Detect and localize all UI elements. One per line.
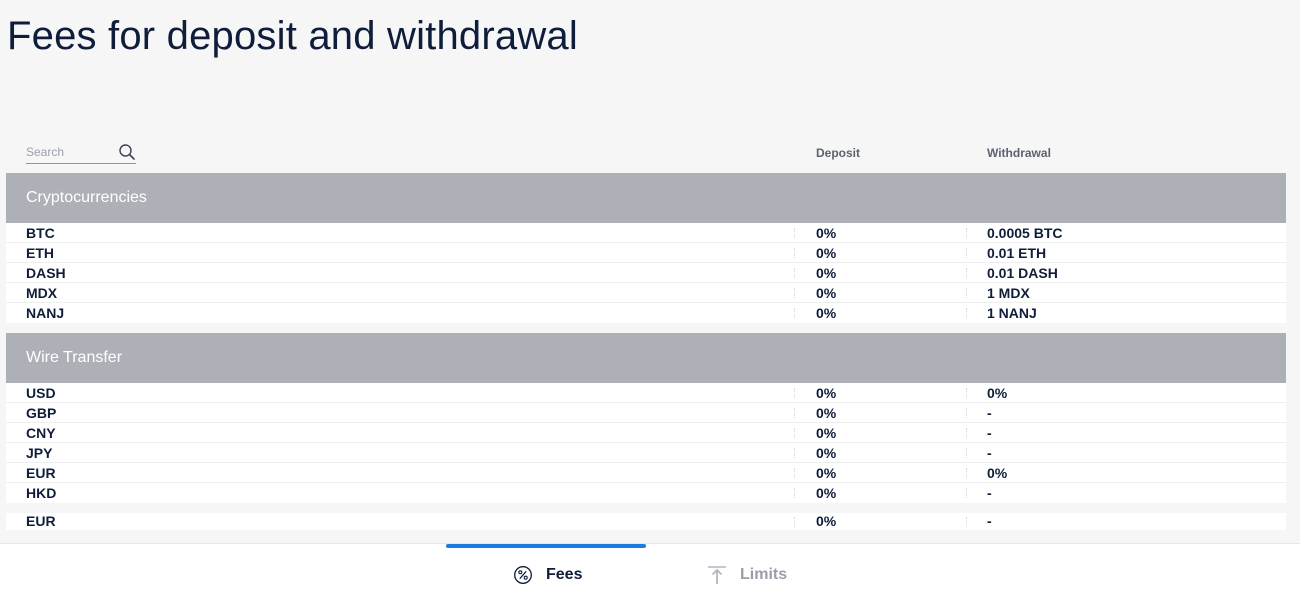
table-row: MDX 0% 1 MDX [6,283,1286,303]
column-divider [794,468,795,478]
column-divider [794,488,795,498]
deposit-fee: 0% [816,425,837,441]
column-divider [966,268,967,278]
search-input[interactable] [26,143,114,161]
column-divider [794,228,795,238]
column-divider [966,308,967,318]
deposit-fee: 0% [816,513,837,529]
table-row: EUR 0% - [6,513,1286,530]
deposit-fee: 0% [816,265,837,281]
column-divider [966,288,967,298]
column-divider [966,248,967,258]
currency-name: HKD [26,485,57,501]
column-divider [794,428,795,438]
tab-fees[interactable]: Fees [446,544,646,594]
upload-arrow-icon [708,566,726,584]
column-divider [794,388,795,398]
withdrawal-fee: 0.0005 BTC [987,225,1063,241]
deposit-fee: 0% [816,445,837,461]
table-row: EUR 0% 0% [6,463,1286,483]
currency-name: USD [26,385,56,401]
withdrawal-fee: - [987,513,992,529]
section-partial: EUR 0% - [6,513,1286,530]
withdrawal-fee: 0.01 DASH [987,265,1058,281]
column-header-withdrawal: Withdrawal [987,146,1051,160]
withdrawal-fee: - [987,405,992,421]
column-divider [966,448,967,458]
currency-name: JPY [26,445,53,461]
currency-name: NANJ [26,305,65,321]
column-divider [966,468,967,478]
column-divider [794,308,795,318]
tab-limits[interactable]: Limits [646,544,846,594]
withdrawal-fee: 0% [987,465,1008,481]
withdrawal-fee: 0.01 ETH [987,245,1047,261]
currency-name: EUR [26,465,56,481]
table-row: HKD 0% - [6,483,1286,503]
withdrawal-fee: - [987,445,992,461]
tab-fees-label: Fees [546,566,583,583]
currency-name: EUR [26,513,56,529]
bottom-tab-bar: Fees Limits [0,543,1300,594]
column-divider [966,388,967,398]
table-row: CNY 0% - [6,423,1286,443]
search-box[interactable] [26,141,136,164]
fee-table: BTC 0% 0.0005 BTC ETH 0% 0.01 ETH DASH 0… [6,223,1286,323]
column-divider [794,408,795,418]
currency-name: DASH [26,265,66,281]
currency-name: MDX [26,285,58,301]
deposit-fee: 0% [816,385,837,401]
fee-table: EUR 0% - [6,513,1286,530]
page-title: Fees for deposit and withdrawal [7,14,578,58]
column-divider [794,288,795,298]
tab-limits-label: Limits [740,566,788,583]
deposit-fee: 0% [816,405,837,421]
column-divider [794,448,795,458]
table-row: GBP 0% - [6,403,1286,423]
deposit-fee: 0% [816,225,837,241]
deposit-fee: 0% [816,465,837,481]
column-divider [794,517,795,527]
section-header: Cryptocurrencies [6,173,1286,223]
deposit-fee: 0% [816,245,837,261]
active-tab-indicator [446,544,646,548]
withdrawal-fee: 1 MDX [987,285,1030,301]
withdrawal-fee: - [987,485,992,501]
column-divider [794,268,795,278]
column-header-deposit: Deposit [816,146,861,160]
currency-name: ETH [26,245,54,261]
deposit-fee: 0% [816,305,837,321]
section-wire-transfer: Wire Transfer USD 0% 0% GBP 0% - CNY 0% … [6,333,1286,503]
column-divider [966,228,967,238]
column-divider [966,488,967,498]
table-row: BTC 0% 0.0005 BTC [6,223,1286,243]
column-divider [966,428,967,438]
currency-name: GBP [26,405,57,421]
percent-icon [514,566,532,584]
currency-name: CNY [26,425,56,441]
fee-table: USD 0% 0% GBP 0% - CNY 0% - JPY 0% - [6,383,1286,503]
table-row: NANJ 0% 1 NANJ [6,303,1286,323]
deposit-fee: 0% [816,285,837,301]
column-divider [966,517,967,527]
table-row: JPY 0% - [6,443,1286,463]
withdrawal-fee: 1 NANJ [987,305,1037,321]
section-cryptocurrencies: Cryptocurrencies BTC 0% 0.0005 BTC ETH 0… [6,173,1286,323]
table-row: USD 0% 0% [6,383,1286,403]
search-icon[interactable] [118,143,136,161]
deposit-fee: 0% [816,485,837,501]
withdrawal-fee: - [987,425,992,441]
currency-name: BTC [26,225,55,241]
column-divider [794,248,795,258]
table-row: DASH 0% 0.01 DASH [6,263,1286,283]
table-row: ETH 0% 0.01 ETH [6,243,1286,263]
section-header: Wire Transfer [6,333,1286,383]
withdrawal-fee: 0% [987,385,1008,401]
column-divider [966,408,967,418]
